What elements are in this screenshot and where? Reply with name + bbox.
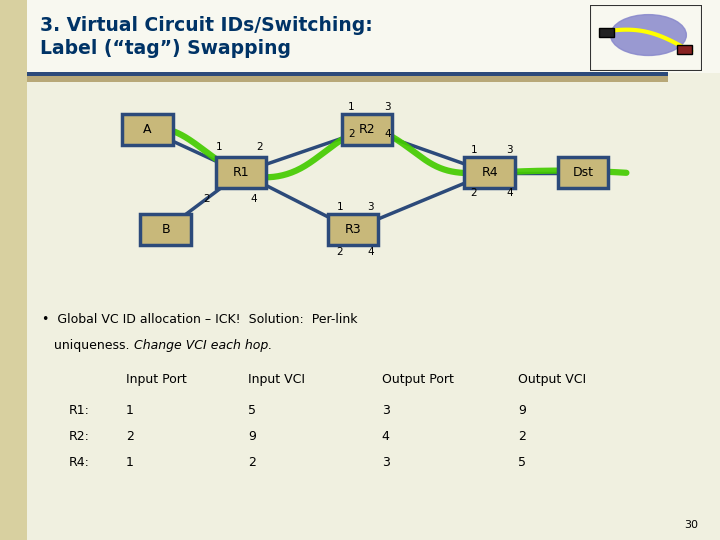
Text: R1:: R1: <box>68 404 89 417</box>
Text: 5: 5 <box>248 404 256 417</box>
Text: 1: 1 <box>126 404 134 417</box>
FancyBboxPatch shape <box>122 114 173 145</box>
Text: R4: R4 <box>481 166 498 179</box>
Text: •  Global VC ID allocation – ICK!  Solution:  Per-link: • Global VC ID allocation – ICK! Solutio… <box>42 313 357 326</box>
Text: R4:: R4: <box>68 456 89 469</box>
FancyBboxPatch shape <box>328 214 378 245</box>
Text: R2: R2 <box>359 123 376 136</box>
Text: 9: 9 <box>248 430 256 443</box>
Text: 3: 3 <box>382 456 390 469</box>
Text: 1: 1 <box>470 145 477 155</box>
Text: 2: 2 <box>518 430 526 443</box>
Text: A: A <box>143 123 152 136</box>
Text: Label (“tag”) Swapping: Label (“tag”) Swapping <box>40 39 291 58</box>
Bar <box>678 45 692 54</box>
Text: R3: R3 <box>344 223 361 236</box>
Text: Change VCI each hop.: Change VCI each hop. <box>134 339 272 352</box>
Text: 2: 2 <box>126 430 134 443</box>
Text: uniqueness.: uniqueness. <box>42 339 138 352</box>
FancyBboxPatch shape <box>558 157 608 188</box>
Text: 3: 3 <box>382 404 390 417</box>
Text: Output VCI: Output VCI <box>518 373 587 386</box>
Bar <box>27 72 668 77</box>
Text: 4: 4 <box>506 188 513 198</box>
Text: 3: 3 <box>506 145 513 155</box>
Text: 3: 3 <box>384 102 391 112</box>
FancyBboxPatch shape <box>140 214 191 245</box>
Text: R2:: R2: <box>68 430 89 443</box>
Text: 2: 2 <box>470 188 477 198</box>
Bar <box>27 0 720 73</box>
Text: Input VCI: Input VCI <box>248 373 305 386</box>
Text: 4: 4 <box>367 247 374 257</box>
Bar <box>0 0 27 540</box>
Text: 3: 3 <box>367 202 374 212</box>
Text: 30: 30 <box>685 520 698 530</box>
Text: 4: 4 <box>251 194 258 204</box>
Text: 2: 2 <box>348 129 355 139</box>
Text: 1: 1 <box>348 102 355 112</box>
FancyBboxPatch shape <box>464 157 515 188</box>
Text: 2: 2 <box>336 247 343 257</box>
Text: Input Port: Input Port <box>126 373 186 386</box>
Text: 1: 1 <box>336 202 343 212</box>
Text: 4: 4 <box>384 129 391 139</box>
Bar <box>27 76 668 82</box>
Ellipse shape <box>611 15 686 56</box>
Text: R1: R1 <box>233 166 250 179</box>
Text: 9: 9 <box>518 404 526 417</box>
Text: B: B <box>161 223 170 236</box>
Text: 1: 1 <box>126 456 134 469</box>
Text: 1: 1 <box>216 142 223 152</box>
Text: 2: 2 <box>256 142 263 152</box>
Bar <box>599 28 614 37</box>
FancyBboxPatch shape <box>342 114 392 145</box>
Text: 4: 4 <box>382 430 390 443</box>
Text: Output Port: Output Port <box>382 373 454 386</box>
Text: 2: 2 <box>203 194 210 204</box>
Text: 3. Virtual Circuit IDs/Switching:: 3. Virtual Circuit IDs/Switching: <box>40 16 372 35</box>
Text: 2: 2 <box>248 456 256 469</box>
Text: 5: 5 <box>518 456 526 469</box>
FancyBboxPatch shape <box>216 157 266 188</box>
Text: Dst: Dst <box>572 166 594 179</box>
